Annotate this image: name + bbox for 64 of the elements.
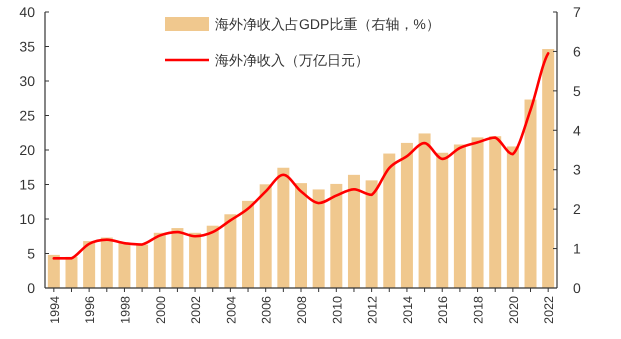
legend-label: 海外净收入占GDP比重（右轴，%） [215, 16, 440, 32]
x-tick-label: 2008 [295, 296, 309, 324]
bar [506, 146, 519, 288]
bar [100, 238, 113, 288]
bar [366, 180, 378, 288]
x-tick-label: 1994 [48, 296, 62, 324]
x-tick-label: 2018 [472, 296, 486, 324]
bar [242, 200, 254, 288]
y2-tick-label: 0 [573, 280, 581, 296]
y2-tick-label: 1 [573, 240, 581, 257]
legend-label: 海外净收入（万亿日元） [215, 52, 369, 68]
bar [48, 254, 60, 288]
x-tick-label: 2014 [400, 296, 415, 324]
bar [418, 133, 431, 288]
y2-tick-label: 5 [573, 82, 581, 99]
bar [277, 168, 290, 288]
bar [260, 184, 272, 288]
x-tick-label: 2004 [224, 296, 238, 324]
bar [472, 137, 484, 288]
bar [171, 228, 184, 288]
line-series [52, 52, 550, 260]
y-tick-label: 0 [27, 280, 36, 296]
bar [312, 189, 325, 288]
bar [154, 232, 166, 288]
bar [400, 142, 413, 288]
x-tick-label: 2010 [330, 296, 344, 324]
y2-tick-label: 7 [573, 4, 581, 20]
y-tick-label: 20 [19, 142, 36, 158]
bar [294, 183, 308, 288]
y-tick-label: 15 [19, 176, 36, 192]
bar [383, 154, 396, 288]
bar [489, 136, 502, 288]
bar [348, 174, 360, 288]
bar [330, 184, 342, 288]
bar [224, 214, 236, 288]
x-tick-label: 1998 [118, 296, 132, 324]
bar [65, 256, 78, 288]
x-tick-label: 2020 [506, 296, 521, 324]
y-tick-label: 30 [19, 73, 36, 89]
x-tick-label: 1996 [83, 296, 98, 324]
y-tick-label: 5 [27, 246, 36, 262]
y2-tick-label: 4 [573, 122, 581, 138]
y-tick-label: 10 [19, 211, 36, 227]
x-tick-label: 2016 [436, 296, 450, 324]
y-tick-label: 35 [19, 38, 36, 54]
bar [524, 100, 537, 288]
bar [83, 241, 96, 288]
bar [436, 152, 448, 288]
x-tick-label: 2012 [366, 296, 380, 324]
y2-tick-label: 3 [573, 162, 581, 178]
x-tick-label: 2022 [542, 296, 556, 324]
y2-tick-label: 2 [573, 201, 581, 218]
y2-tick-label: 6 [573, 43, 581, 60]
bar [118, 243, 130, 288]
x-tick-label: 2000 [154, 296, 168, 324]
y-tick-label: 40 [19, 4, 36, 20]
bar [206, 226, 219, 288]
bar [454, 144, 466, 288]
y-tick-label: 25 [19, 108, 36, 124]
x-tick-label: 2002 [189, 296, 204, 324]
bar [136, 244, 148, 288]
x-tick-label: 2006 [260, 296, 274, 324]
bar [542, 49, 554, 288]
bar [189, 232, 202, 288]
